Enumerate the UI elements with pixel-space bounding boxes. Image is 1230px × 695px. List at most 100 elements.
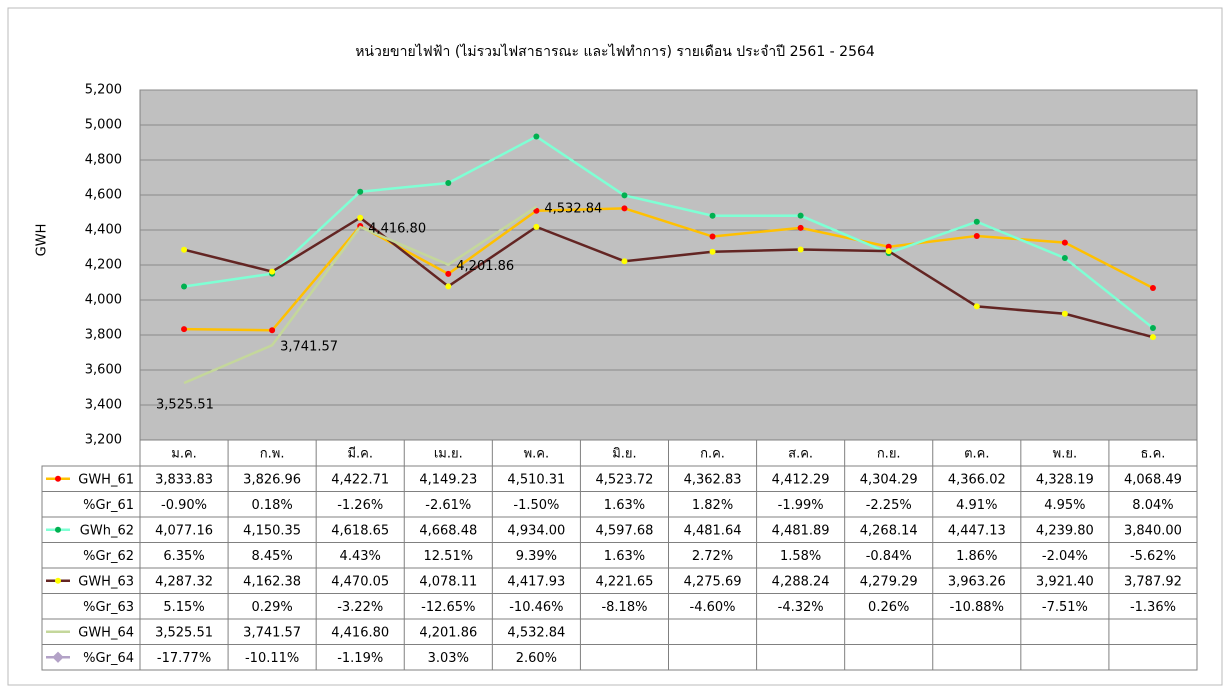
series-marker xyxy=(181,283,188,290)
data-label: 3,741.57 xyxy=(280,340,338,355)
series-marker xyxy=(533,223,540,230)
series-line xyxy=(183,205,538,385)
table-cell: -2.25% xyxy=(866,498,912,513)
series-marker xyxy=(621,258,628,265)
table-cell: 12.51% xyxy=(424,549,474,564)
x-tick-label: ม.ค. xyxy=(171,447,197,462)
y-tick-label: 3,200 xyxy=(85,433,122,448)
x-tick-label: มี.ค. xyxy=(347,446,373,462)
legend-key-marker xyxy=(52,651,64,663)
series-marker xyxy=(1149,334,1156,341)
series-marker xyxy=(445,180,452,187)
table-cell: 4,268.14 xyxy=(860,523,918,538)
table-cell: 4,279.29 xyxy=(860,574,918,589)
table-cell: 4,078.11 xyxy=(419,574,477,589)
table-cell: 4,304.29 xyxy=(860,472,918,487)
table-cell: 3,826.96 xyxy=(243,472,301,487)
series-marker xyxy=(885,243,892,250)
series-marker xyxy=(621,205,628,212)
y-tick-label: 5,200 xyxy=(85,83,122,98)
series-line xyxy=(183,216,1154,339)
series-marker xyxy=(1061,310,1068,317)
y-axis-label: GWH xyxy=(35,224,50,257)
table-cell: 4,510.31 xyxy=(507,472,565,487)
x-tick-label: เม.ย. xyxy=(434,447,463,462)
series-marker xyxy=(269,268,276,275)
series-marker xyxy=(181,326,188,333)
table-cell: -1.36% xyxy=(1130,600,1176,615)
legend-label: %Gr_61 xyxy=(83,498,134,513)
table-cell: 1.63% xyxy=(604,498,645,513)
table-cell: 4,366.02 xyxy=(948,472,1006,487)
table-cell: -10.88% xyxy=(950,600,1004,615)
legend-label: %Gr_63 xyxy=(83,600,134,615)
series-marker xyxy=(1149,325,1156,331)
table-cell: -12.65% xyxy=(421,600,475,615)
table-cell: 8.04% xyxy=(1132,498,1173,513)
y-tick-label: 5,000 xyxy=(85,118,122,133)
legend-label: %Gr_62 xyxy=(83,549,134,564)
chart-title: หน่วยขายไฟฟ้า (ไม่รวมไฟสาธารณะ และไฟทำกา… xyxy=(355,43,875,60)
y-tick-label: 3,800 xyxy=(85,328,122,343)
table-cell: 4,275.69 xyxy=(684,574,742,589)
legend-label: GWH_64 xyxy=(78,625,134,640)
table-cell: 1.86% xyxy=(956,549,997,564)
table-cell: 4,934.00 xyxy=(507,523,565,538)
series-marker xyxy=(709,212,716,219)
table-cell: 4,068.49 xyxy=(1124,472,1182,487)
data-label: 4,416.80 xyxy=(368,222,426,237)
table-cell: 4,162.38 xyxy=(243,574,301,589)
table-cell: -7.51% xyxy=(1042,600,1088,615)
table-cell: 0.18% xyxy=(251,498,292,513)
table-cell: 4,328.19 xyxy=(1036,472,1094,487)
table-cell: 4,362.83 xyxy=(684,472,742,487)
table-cell: -0.90% xyxy=(161,498,207,513)
x-tick-label: ธ.ค. xyxy=(1141,447,1166,462)
table-cell: -8.18% xyxy=(601,600,647,615)
x-tick-label: ก.พ. xyxy=(260,447,285,462)
series-marker xyxy=(797,212,804,219)
series-marker xyxy=(885,248,892,255)
table-cell: -10.11% xyxy=(245,651,299,666)
table-cell: 1.82% xyxy=(692,498,733,513)
series-marker xyxy=(357,188,364,195)
table-cell: -10.46% xyxy=(509,600,563,615)
series-marker xyxy=(181,246,188,253)
table-cell: 6.35% xyxy=(163,549,204,564)
table-cell: -17.77% xyxy=(157,651,211,666)
series-line xyxy=(184,207,1154,332)
series-marker xyxy=(973,303,980,310)
table-cell: 4,221.65 xyxy=(596,574,654,589)
table-cell: 4,532.84 xyxy=(507,625,565,640)
x-tick-label: มิ.ย. xyxy=(612,447,636,462)
legend-label: GWh_62 xyxy=(80,523,134,538)
table-cell: 4,412.29 xyxy=(772,472,830,487)
series-marker xyxy=(709,233,716,240)
series-marker xyxy=(973,218,980,225)
series-marker xyxy=(357,214,364,221)
data-label: 3,525.51 xyxy=(156,398,214,413)
series-marker xyxy=(797,224,804,231)
table-cell: -2.61% xyxy=(425,498,471,513)
legend-key-marker xyxy=(55,577,61,584)
data-label: 4,532.84 xyxy=(544,201,602,216)
table-cell: -1.99% xyxy=(778,498,824,513)
series-marker xyxy=(973,232,980,239)
table-cell: 4,239.80 xyxy=(1036,523,1094,538)
table-cell: 4,288.24 xyxy=(772,574,830,589)
series-line xyxy=(183,135,1154,329)
table-cell: 4,447.13 xyxy=(948,523,1006,538)
table-cell: 4,597.68 xyxy=(596,523,654,538)
y-tick-label: 4,800 xyxy=(85,153,122,168)
table-cell: 4.95% xyxy=(1044,498,1085,513)
table-cell: 4,523.72 xyxy=(596,472,654,487)
series-marker xyxy=(1149,285,1156,292)
table-cell: 4,201.86 xyxy=(419,625,477,640)
x-tick-label: ก.ย. xyxy=(877,447,901,462)
table-cell: -0.84% xyxy=(866,549,912,564)
table-cell: 3,787.92 xyxy=(1124,574,1182,589)
series-marker xyxy=(709,248,716,255)
y-tick-label: 3,600 xyxy=(85,363,122,378)
table-cell: 3,833.83 xyxy=(155,472,213,487)
legend-label: %Gr_64 xyxy=(83,651,134,666)
